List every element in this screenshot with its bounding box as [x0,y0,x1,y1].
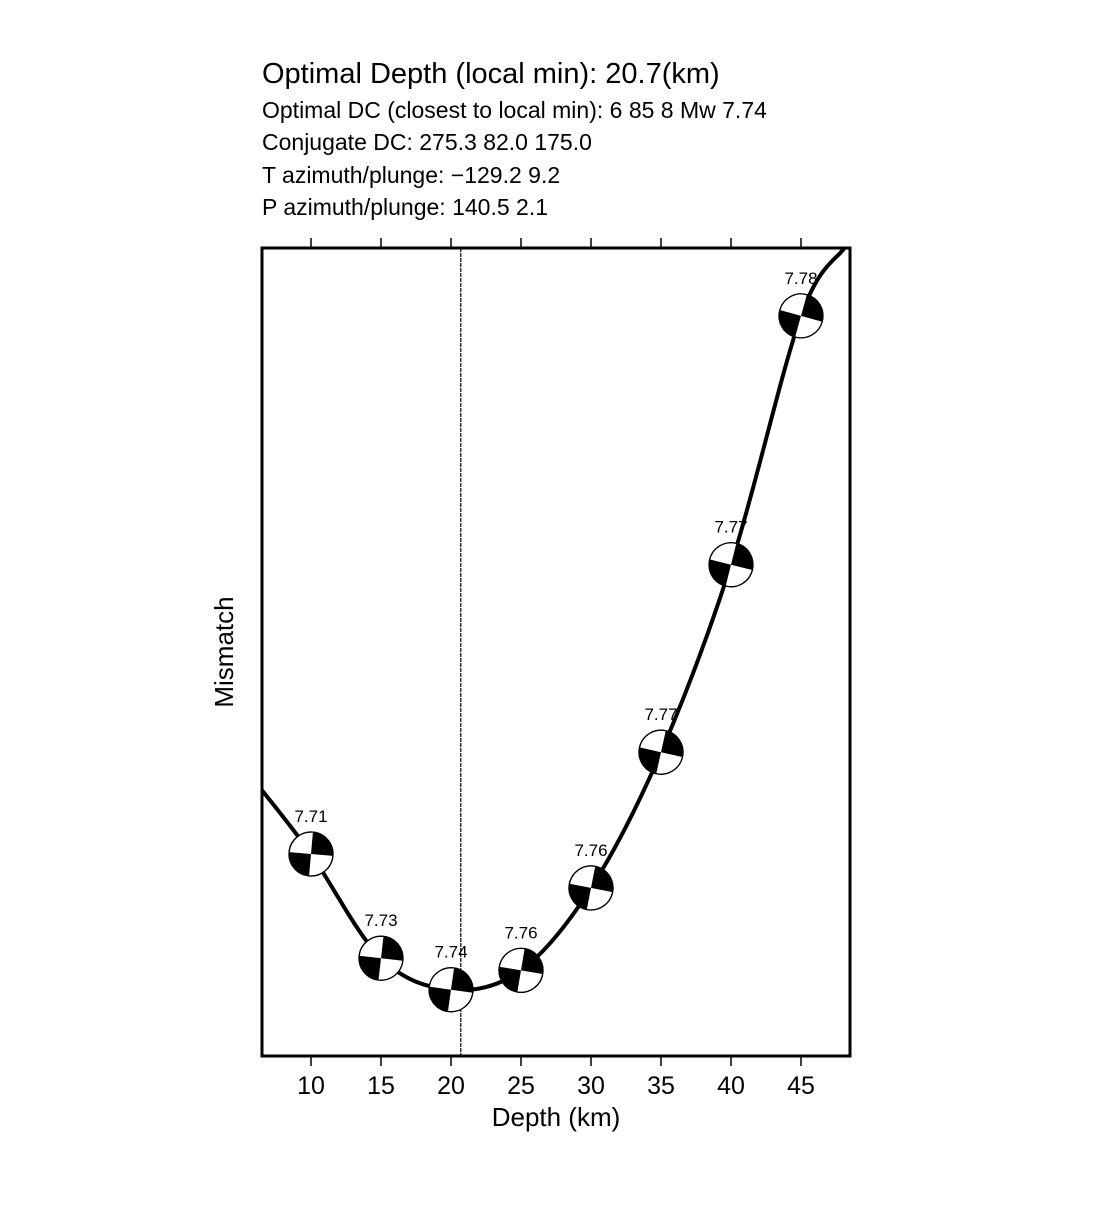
x-tick-label: 35 [647,1072,675,1100]
plot-frame [260,246,852,1058]
magnitude-label: 7.76 [504,923,537,942]
beachball-icon [778,293,824,339]
beachball-icon [288,831,334,877]
beachball-icon [358,935,404,981]
y-axis-label: Mismatch [209,596,239,707]
x-tick-label: 30 [577,1072,605,1100]
x-tick-label: 10 [297,1072,325,1100]
x-tick-label: 45 [787,1072,815,1100]
magnitude-label: 7.71 [294,807,327,826]
mismatch-curve [260,246,847,993]
magnitude-label: 7.73 [364,911,397,930]
beachball-icon [498,947,544,993]
magnitude-label: 7.74 [434,943,467,962]
beachball-icon [638,729,684,775]
magnitude-label: 7.76 [574,841,607,860]
x-tick-label: 40 [717,1072,745,1100]
x-tick-label: 15 [367,1072,395,1100]
chart-title: Optimal Depth (local min): 20.7(km) [262,58,720,90]
optimal-dc-text: Optimal DC (closest to local min): 6 85 … [262,97,767,123]
beachball-icon [708,542,754,588]
x-tick-label: 25 [507,1072,535,1100]
beachball-icon [568,865,614,911]
magnitude-label: 7.77 [714,518,747,537]
magnitude-label: 7.78 [784,269,817,288]
x-tick-label: 20 [437,1072,465,1100]
p-axis-text: P azimuth/plunge: 140.5 2.1 [262,194,549,220]
beachball-icon [428,967,474,1013]
conjugate-dc-text: Conjugate DC: 275.3 82.0 175.0 [262,129,592,155]
t-axis-text: T azimuth/plunge: −129.2 9.2 [262,162,561,188]
magnitude-label: 7.77 [644,705,677,724]
x-axis-label: Depth (km) [492,1102,621,1132]
